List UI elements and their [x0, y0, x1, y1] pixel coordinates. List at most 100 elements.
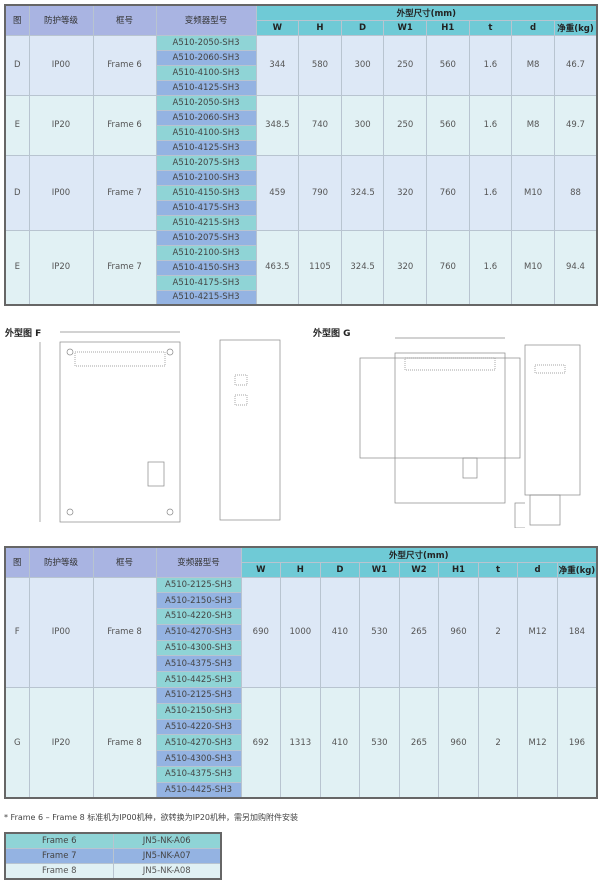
- header-dim-d: d: [517, 561, 558, 578]
- cell-model: A510-2060-SH3: [155, 109, 257, 126]
- cell-dim-w1: 320: [383, 154, 427, 231]
- cell-weight: 49.7: [553, 94, 598, 156]
- header-dimensions: 外型尺寸(mm): [255, 4, 598, 21]
- cell-fig: D: [4, 154, 30, 231]
- cell-model: A510-4100-SH3: [155, 124, 257, 141]
- header-weight: 净重(kg): [556, 561, 598, 578]
- cell-fig: G: [4, 687, 30, 799]
- table-row: A510-4175-SH3: [5, 274, 597, 291]
- cell-model: A510-4175-SH3: [155, 199, 257, 216]
- accessory-row: Frame 8 JN5-NK-A08: [4, 863, 222, 880]
- cell-weight: 196: [556, 687, 598, 799]
- cell-protection: IP20: [28, 94, 94, 156]
- accessory-frame: Frame 7: [4, 848, 114, 864]
- accessory-kit: JN5-NK-A06: [112, 832, 222, 849]
- cell-dim-t: 2: [477, 687, 519, 799]
- cell-dim-d: M12: [517, 576, 558, 689]
- cell-model: A510-4125-SH3: [155, 79, 257, 96]
- cell-dim-h1: 760: [426, 154, 470, 231]
- cell-dim-h1: 560: [426, 34, 470, 96]
- table-row: A510-4220-SH3: [5, 718, 597, 736]
- cell-dim-t: 1.6: [468, 154, 513, 231]
- header-dimensions: 外型尺寸(mm): [240, 546, 598, 563]
- cell-dim-w1: 250: [383, 94, 427, 156]
- cell-model: A510-4150-SH3: [155, 184, 257, 201]
- cell-dim-w2: 265: [398, 687, 440, 799]
- cell-model: A510-2075-SH3: [155, 229, 257, 246]
- table-row: A510-4125-SH3: [5, 139, 597, 156]
- cell-model: A510-4425-SH3: [155, 781, 242, 799]
- footnote: * Frame 6 – Frame 8 标准机为IP00机种，欲转换为IP20机…: [4, 813, 299, 822]
- table-row: A510-4300-SH3: [5, 750, 597, 768]
- drawing-g-label: 外型图 G: [313, 329, 351, 339]
- cell-protection: IP20: [28, 687, 94, 799]
- header-dim-d: D: [340, 19, 385, 36]
- cell-model: A510-2150-SH3: [155, 592, 242, 610]
- cell-model: A510-4215-SH3: [155, 289, 257, 306]
- cell-model: A510-4375-SH3: [155, 766, 242, 783]
- header-dim-t: t: [477, 561, 519, 578]
- cell-model: A510-2125-SH3: [155, 576, 242, 594]
- cell-dim-w1: 320: [383, 229, 427, 306]
- table-row: A510-2150-SH3: [5, 702, 597, 720]
- table-row: A510-2100-SH3: [5, 244, 597, 261]
- accessory-table: Frame 6 JN5-NK-A06 Frame 7 JN5-NK-A07 Frame …: [4, 832, 222, 880]
- cell-fig: D: [4, 34, 30, 96]
- header-frame: 框号: [92, 4, 157, 36]
- accessory-row: Frame 7 JN5-NK-A07: [4, 848, 222, 864]
- accessory-row: Frame 6 JN5-NK-A06: [4, 832, 222, 849]
- cell-dim-w2: 265: [398, 576, 440, 689]
- table-row: A510-4100-SH3: [5, 124, 597, 141]
- cell-weight: 184: [556, 576, 598, 689]
- cell-dim-t: 1.6: [468, 229, 513, 306]
- header-dim-w2: W2: [398, 561, 440, 578]
- cell-dim-w1: 530: [359, 687, 400, 799]
- outline-drawing-f-side: [219, 339, 281, 521]
- header-frame: 框号: [92, 546, 157, 578]
- cell-dim-h: 790: [298, 154, 342, 231]
- cell-model: A510-4300-SH3: [155, 750, 242, 768]
- cell-frame: Frame 8: [92, 576, 157, 689]
- header-fig: 图: [4, 4, 30, 36]
- header-dim-d: d: [511, 19, 555, 36]
- cell-dim-d: 410: [319, 576, 361, 689]
- table-row: E IP20 Frame 7 A510-2075-SH3 463.5 1105 324.5 3…: [4, 229, 598, 306]
- cell-frame: Frame 6: [92, 94, 157, 156]
- cell-dim-h1: 560: [426, 94, 470, 156]
- cell-dim-d: 324.5: [340, 229, 385, 306]
- cell-dim-h: 1105: [298, 229, 342, 306]
- cell-frame: Frame 7: [92, 229, 157, 306]
- accessory-frame: Frame 8: [4, 863, 114, 880]
- cell-model: A510-4375-SH3: [155, 655, 242, 673]
- cell-model: A510-4125-SH3: [155, 139, 257, 156]
- table-row: E IP20 Frame 6 A510-2050-SH3 348.5 740 300 250 5…: [4, 94, 598, 156]
- cell-model: A510-4175-SH3: [155, 274, 257, 291]
- accessory-frame: Frame 6: [4, 832, 114, 849]
- table-row: A510-4270-SH3: [5, 623, 597, 641]
- cell-model: A510-4100-SH3: [155, 64, 257, 81]
- cell-model: A510-2075-SH3: [155, 154, 257, 171]
- cell-model: A510-4150-SH3: [155, 259, 257, 276]
- table-row: A510-4375-SH3: [5, 766, 597, 783]
- cell-weight: 94.4: [553, 229, 598, 306]
- cell-dim-h: 1000: [280, 576, 321, 689]
- header-dim-w1: W1: [383, 19, 427, 36]
- cell-dim-h: 580: [298, 34, 342, 96]
- cell-dim-h: 740: [298, 94, 342, 156]
- outline-drawing-g-side: [524, 344, 581, 526]
- cell-model: A510-4300-SH3: [155, 639, 242, 657]
- header-dim-w: W: [240, 561, 282, 578]
- table-row: A510-2060-SH3: [5, 109, 597, 126]
- dimension-table-frame-8: 图防护等级 框号 变频器型号 外型尺寸(mm) W H D W1 W2 H1 t d 净重(kg) F IP…: [4, 546, 599, 800]
- header-row: 图防护等级 框号 变频器型号 外型尺寸(mm): [4, 546, 598, 578]
- cell-frame: Frame 7: [92, 154, 157, 231]
- header-dim-h1: H1: [438, 561, 479, 578]
- header-dim-h1: H1: [426, 19, 470, 36]
- cell-dim-d: M12: [517, 687, 558, 799]
- header-dim-h: H: [298, 19, 342, 36]
- cell-dim-t: 2: [477, 576, 519, 689]
- cell-protection: IP00: [28, 154, 94, 231]
- cell-model: A510-2050-SH3: [155, 34, 257, 51]
- cell-dim-d: 324.5: [340, 154, 385, 231]
- header-dim-d: D: [319, 561, 361, 578]
